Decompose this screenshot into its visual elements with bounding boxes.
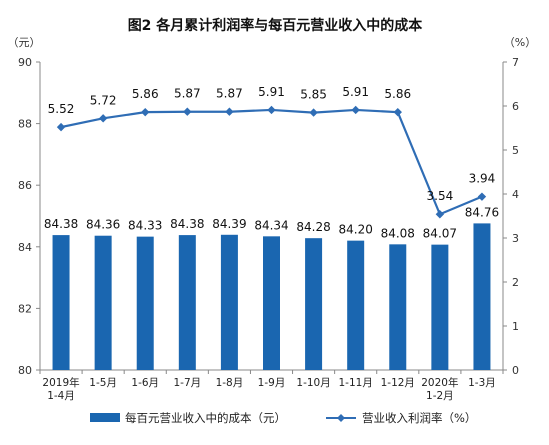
line-value-label: 5.86 (384, 87, 411, 101)
x-tick-label: 1-3月 (468, 377, 496, 389)
bar-value-label: 84.08 (381, 226, 415, 240)
x-tick-label: 1-10月 (296, 377, 330, 389)
left-tick-label: 82 (18, 302, 32, 315)
bar-value-label: 84.36 (86, 218, 120, 232)
chart-title: 图2 各月累计利润率与每百元营业收入中的成本 (128, 17, 424, 34)
line-series (56, 105, 487, 219)
right-tick-label: 4 (512, 188, 519, 201)
legend-line-label: 营业收入利润率（%） (362, 411, 476, 425)
x-tick-label: 2020年 (421, 376, 458, 389)
line-value-label: 5.52 (48, 102, 75, 116)
bar-value-label: 84.07 (423, 227, 457, 241)
line-point (98, 114, 108, 123)
line-point (477, 192, 487, 201)
right-tick-label: 7 (512, 56, 519, 69)
line-point (309, 108, 318, 117)
left-tick-label: 90 (18, 56, 32, 69)
line-path (60, 108, 483, 216)
legend-line-marker (337, 414, 345, 422)
bar (178, 235, 196, 370)
line-point (183, 107, 192, 116)
right-axis-unit: （%） (504, 36, 536, 49)
line-labels: 5.52 5.72 5.86 5.87 5.87 5.91 5.85 5.91 5.86 3.54… (48, 85, 496, 203)
bar (305, 238, 323, 370)
bar-value-label: 84.20 (339, 223, 373, 237)
left-tick-label: 80 (18, 364, 32, 377)
bar (389, 244, 407, 370)
x-tick-label: 1-12月 (381, 377, 415, 389)
right-tick-label: 1 (512, 320, 519, 333)
legend-bar-swatch (90, 413, 120, 422)
right-tick-label: 3 (512, 232, 519, 245)
axes: 80 82 84 86 88 90 0 1 2 3 4 5 6 7 (18, 56, 519, 377)
line-value-label: 5.86 (132, 87, 159, 101)
bar (347, 240, 365, 370)
x-tick-label: 1-6月 (131, 377, 159, 389)
bar (263, 236, 280, 370)
right-tick-label: 6 (512, 100, 519, 113)
bar-series (52, 223, 491, 370)
x-tick-label: 1-11月 (339, 377, 373, 389)
line-value-label: 5.87 (216, 87, 243, 101)
left-tick-label: 88 (18, 118, 32, 131)
line-value-label: 3.54 (427, 189, 454, 203)
line-value-label: 5.87 (174, 87, 201, 101)
bar-value-label: 84.34 (254, 218, 288, 232)
bar-value-label: 84.38 (44, 217, 78, 231)
x-tick-label: 1-5月 (89, 377, 117, 389)
line-point (141, 107, 150, 117)
line-value-label: 3.94 (469, 172, 496, 186)
bar-value-label: 84.33 (128, 219, 162, 233)
line-point (225, 107, 234, 116)
right-tick-label: 2 (512, 276, 519, 289)
line-point (56, 122, 66, 132)
line-point (435, 210, 445, 219)
bar (220, 234, 238, 370)
bar (94, 235, 112, 370)
left-tick-label: 86 (18, 179, 32, 192)
line-value-label: 5.91 (342, 85, 369, 99)
line-point (351, 105, 360, 115)
legend: 每百元营业收入中的成本（元） 营业收入利润率（%） (90, 411, 476, 425)
line-value-label: 5.91 (258, 85, 285, 99)
x-tick-label: 1-9月 (258, 377, 286, 389)
legend-bar-label: 每百元营业收入中的成本（元） (125, 411, 286, 425)
left-axis-unit: （元） (8, 36, 41, 49)
x-tick-label: 1-2月 (426, 390, 454, 402)
line-value-label: 5.85 (300, 88, 327, 102)
bar (52, 235, 70, 370)
line-point (393, 107, 402, 117)
bar-value-label: 84.76 (465, 205, 499, 219)
line-point (267, 105, 276, 115)
x-tick-label: 1-7月 (173, 377, 201, 389)
bar-value-label: 84.28 (296, 220, 330, 234)
bar-labels: 84.38 84.36 84.33 84.38 84.39 84.34 84.28 84.20… (44, 205, 499, 240)
left-tick-label: 84 (18, 241, 32, 254)
x-tick-label: 2019年 (42, 376, 79, 389)
bar (431, 244, 449, 370)
line-value-label: 5.72 (90, 93, 117, 107)
right-tick-label: 5 (512, 144, 519, 157)
bar (136, 236, 154, 370)
x-tick-label: 1-4月 (47, 390, 75, 402)
bar-value-label: 84.38 (170, 217, 204, 231)
bar-value-label: 84.39 (212, 217, 246, 231)
right-tick-label: 0 (512, 364, 519, 377)
bar (473, 223, 491, 370)
x-tick-label: 1-8月 (216, 377, 244, 389)
